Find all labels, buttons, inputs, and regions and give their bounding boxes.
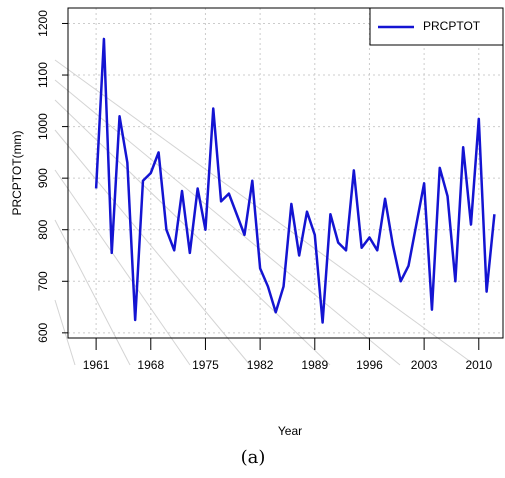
y-tick-label: 1100 bbox=[36, 62, 50, 88]
legend-label: PRCPTOT bbox=[423, 19, 481, 33]
caption: (a) bbox=[241, 447, 266, 468]
y-tick-label: 700 bbox=[36, 271, 50, 291]
y-tick-label: 800 bbox=[36, 219, 50, 239]
y-tick-label: 900 bbox=[36, 168, 50, 188]
plot-frame bbox=[67, 7, 504, 339]
background-lines bbox=[54, 59, 476, 366]
data-line bbox=[94, 37, 496, 324]
x-tick-label: 1989 bbox=[301, 358, 328, 372]
y-tick-label: 1000 bbox=[36, 113, 50, 140]
x-tick-label: 1975 bbox=[192, 358, 219, 372]
x-tick-label: 1968 bbox=[137, 358, 164, 372]
y-tick-label: 600 bbox=[36, 323, 50, 343]
y-tick-label: 1200 bbox=[36, 10, 50, 37]
x-tick-label: 1961 bbox=[83, 358, 110, 372]
y-axis-label: PRCPTOT(mm) bbox=[10, 130, 24, 215]
x-tick-label: 2010 bbox=[465, 358, 492, 372]
x-tick-label: 1982 bbox=[247, 358, 274, 372]
x-axis-label: Year bbox=[278, 424, 302, 438]
x-tick-label: 2003 bbox=[411, 358, 438, 372]
x-tick-label: 1996 bbox=[356, 358, 383, 372]
